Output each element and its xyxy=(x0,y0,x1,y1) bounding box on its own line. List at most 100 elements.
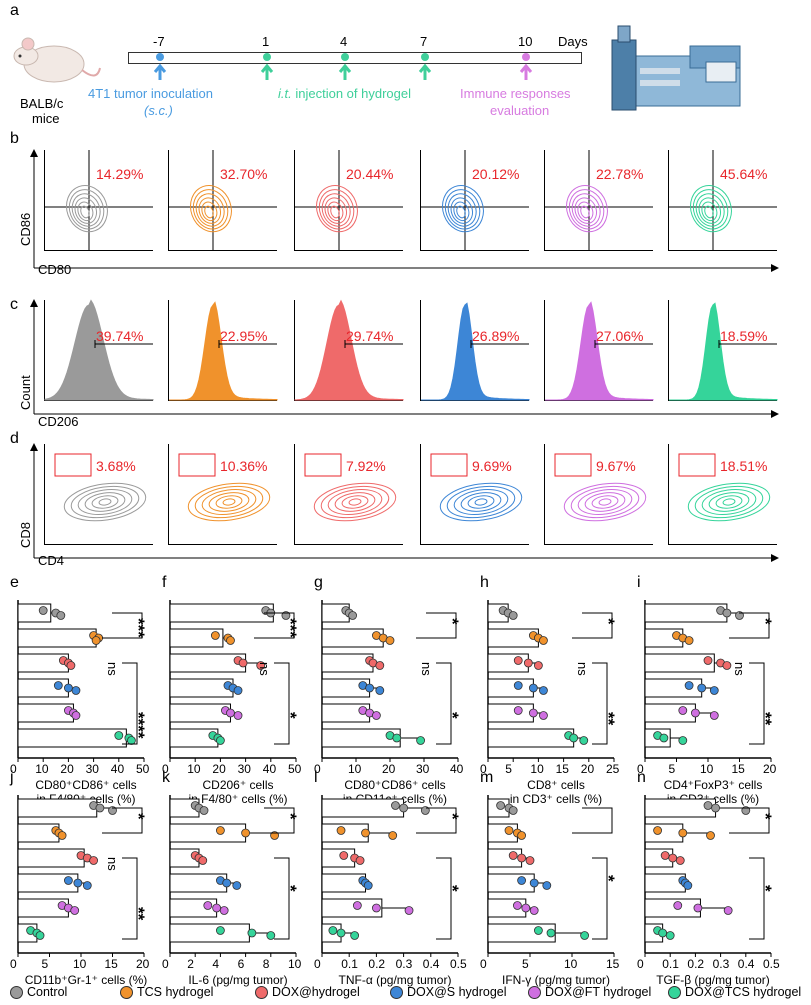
panel-k-letter: k xyxy=(162,769,170,786)
data-point xyxy=(678,706,688,715)
contour-line xyxy=(215,495,243,509)
data-point xyxy=(233,711,243,720)
data-point xyxy=(363,881,373,890)
data-point xyxy=(328,926,338,935)
panel-h-letter: h xyxy=(480,574,489,591)
panel-d-plot-graphic xyxy=(178,453,271,522)
x-tick-label: 0.1 xyxy=(662,957,679,971)
significance-mark: ns xyxy=(419,662,434,676)
significance-mark: ns xyxy=(732,662,747,676)
x-tick-label: 0 xyxy=(480,957,487,971)
data-point xyxy=(723,906,733,915)
data-point xyxy=(697,683,707,693)
x-tick-label: 20 xyxy=(60,762,74,776)
data-point xyxy=(525,856,535,865)
panel-b-plot-1 xyxy=(44,150,153,251)
data-point xyxy=(709,711,719,720)
panel-c-xlabel: CD206 xyxy=(38,414,79,429)
significance-mark: **** xyxy=(129,712,148,739)
legend-swatch xyxy=(528,985,541,999)
legend-label: DOX@S hydrogel xyxy=(407,985,507,999)
event-injection: i.t. injection of hydrogel xyxy=(278,86,411,101)
data-point xyxy=(534,661,543,670)
significance-bracket xyxy=(729,612,770,639)
data-point xyxy=(673,901,683,910)
panel-h-bar-chart xyxy=(487,600,615,762)
panel-c-plot-graphic xyxy=(669,302,778,401)
contour-line xyxy=(563,482,647,522)
data-point xyxy=(658,928,668,938)
panel-c-letter: c xyxy=(10,296,18,313)
contour-line xyxy=(467,495,495,509)
data-point xyxy=(569,733,579,743)
panel-i-letter: i xyxy=(637,574,641,591)
x-tick-label: 40 xyxy=(110,762,125,776)
data-point xyxy=(539,686,548,695)
panel-b-plot-graphic xyxy=(421,150,529,250)
x-tick-label: 2 xyxy=(187,957,194,971)
legend-item-tcs: TCS hydrogel xyxy=(120,985,213,999)
data-point xyxy=(73,878,83,888)
contour-line xyxy=(70,485,140,519)
panel-m-xlabel: IFN-γ (pg/mg tumor) xyxy=(501,973,610,987)
significance-mark: *** xyxy=(129,618,148,638)
contour-line xyxy=(84,492,126,512)
bar-dox-hydrogel xyxy=(321,653,374,673)
data-point xyxy=(256,661,266,670)
x-tick-label: 0 xyxy=(162,957,169,971)
x-tick-label: 10 xyxy=(700,762,714,776)
panel-c-plot-1 xyxy=(44,299,154,401)
data-point xyxy=(199,806,209,815)
significance-mark: * xyxy=(756,885,775,892)
data-point xyxy=(336,826,346,835)
gate-marker xyxy=(718,340,777,348)
data-point xyxy=(539,711,548,720)
contour-line xyxy=(690,185,732,233)
bar-control xyxy=(321,798,405,818)
data-point xyxy=(399,803,408,813)
gate-box xyxy=(54,453,92,477)
panel-d-plot-graphic xyxy=(554,453,647,522)
data-point xyxy=(579,736,589,745)
data-point xyxy=(391,801,400,810)
x-tick-label: 10 xyxy=(288,957,302,971)
data-point xyxy=(226,708,235,718)
x-tick-label: 30 xyxy=(85,762,99,776)
legend-item-control: Control xyxy=(10,985,67,999)
bar-dox-ft-hydrogel xyxy=(487,703,534,723)
contour-line xyxy=(715,495,743,509)
panel-b-plot-3 xyxy=(294,150,403,251)
x-tick-label: 0 xyxy=(10,957,17,971)
data-point xyxy=(678,828,688,838)
contour-line xyxy=(194,485,264,519)
data-point xyxy=(388,831,398,840)
data-point xyxy=(375,661,385,670)
day-label-4: 10 xyxy=(518,34,533,49)
data-point xyxy=(216,736,225,745)
analyzer-instrument-illustration xyxy=(611,25,741,111)
x-tick-label: 10 xyxy=(530,762,544,776)
event-inoculation-sub: (s.c.) xyxy=(144,103,173,118)
contour-line xyxy=(316,185,358,233)
x-tick-label: 20 xyxy=(212,762,226,776)
data-point xyxy=(693,903,703,913)
panel-d-xlabel: CD4 xyxy=(38,553,65,568)
contour-line xyxy=(71,193,101,227)
contour-line xyxy=(321,193,351,227)
event-inoculation: 4T1 tumor inoculation xyxy=(88,86,214,101)
bar-dox-tcs-hydrogel xyxy=(17,728,127,748)
contour-line xyxy=(348,498,362,506)
x-tick-label: 10 xyxy=(187,762,201,776)
panel-c-plot-5 xyxy=(544,300,654,401)
x-tick-label: 10 xyxy=(35,762,49,776)
contour-line xyxy=(568,189,605,230)
contour-line xyxy=(318,189,355,230)
contour-line xyxy=(694,485,764,519)
contour-line xyxy=(580,205,590,219)
event-evaluation-1: Immune responses xyxy=(460,86,571,101)
x-tick-label: 0.3 xyxy=(395,957,413,971)
panel-b-plot-graphic xyxy=(545,150,653,250)
contour-line xyxy=(701,201,718,222)
data-point xyxy=(496,801,506,810)
gate-percentage: 22.78% xyxy=(596,166,644,182)
